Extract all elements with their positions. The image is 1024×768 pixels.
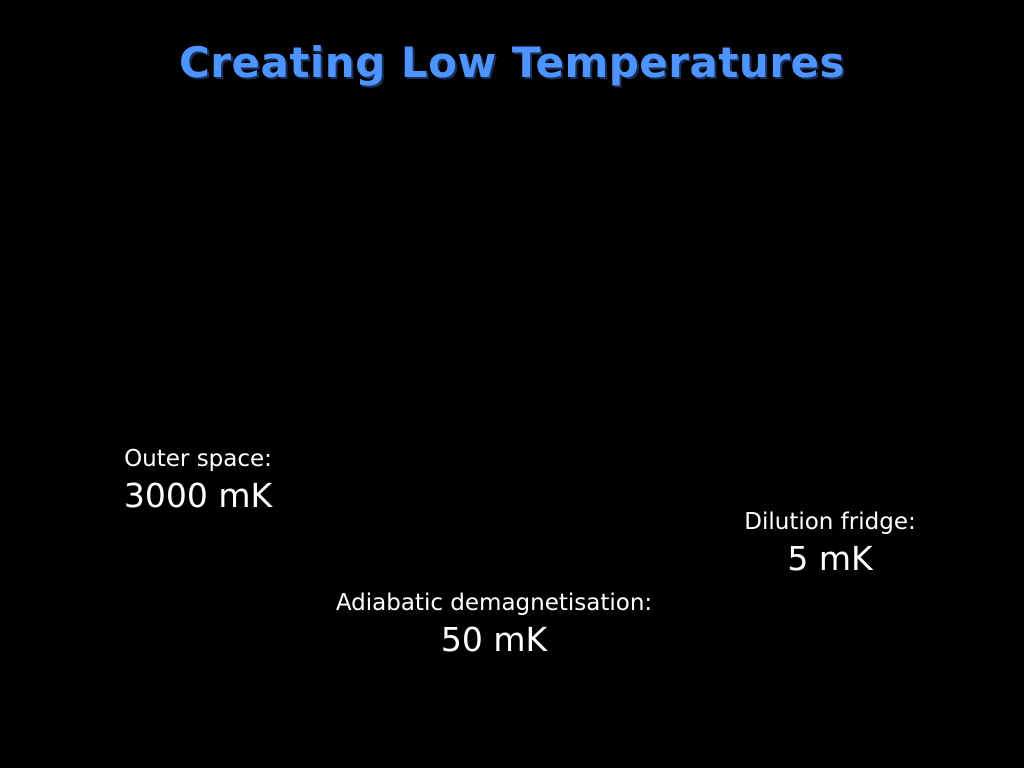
outer-space-temperature: 3000 mK bbox=[123, 476, 273, 515]
adiabatic-demagnetisation-block: Adiabatic demagnetisation: 50 mK bbox=[294, 588, 694, 662]
slide-title: Creating Low Temperatures bbox=[178, 38, 846, 87]
dilution-fridge-temperature: 5 mK bbox=[787, 539, 873, 578]
outer-space-label: Outer space: bbox=[124, 446, 272, 472]
dilution-fridge-block: Dilution fridge: 5 mK bbox=[716, 507, 944, 581]
adiabatic-demagnetisation-label: Adiabatic demagnetisation: bbox=[335, 590, 653, 616]
adiabatic-demagnetisation-temperature: 50 mK bbox=[440, 620, 548, 659]
dilution-fridge-label: Dilution fridge: bbox=[744, 509, 916, 535]
outer-space-block: Outer space: 3000 mK bbox=[86, 444, 310, 518]
